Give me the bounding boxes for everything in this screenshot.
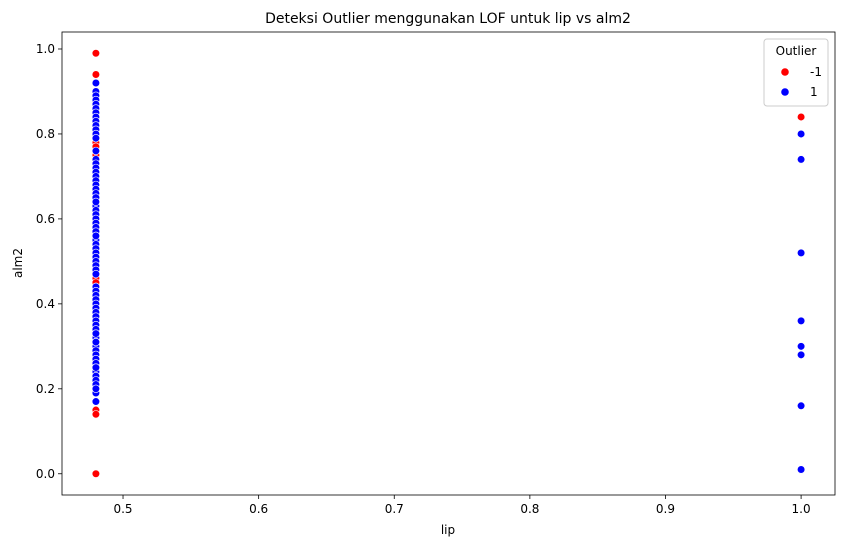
inlier-point	[796, 342, 806, 351]
legend-box	[763, 38, 829, 107]
chart-title: Deteksi Outlier menggunakan LOF untuk li…	[265, 11, 631, 27]
data-points	[91, 49, 806, 478]
inlier-point	[796, 248, 806, 257]
legend-marker-outlier	[781, 68, 789, 76]
inlier-point	[91, 78, 101, 88]
outlier-point	[91, 410, 101, 419]
inlier-point	[796, 316, 806, 325]
inlier-point	[796, 129, 806, 139]
y-tick-label: 0.2	[36, 382, 55, 396]
x-tick-label: 0.9	[656, 502, 675, 516]
inlier-point	[91, 384, 101, 393]
legend-marker-inlier	[781, 88, 789, 96]
x-axis-label: lip	[441, 523, 455, 537]
legend-title: Outlier	[776, 44, 817, 58]
y-tick-label: 1.0	[36, 42, 55, 56]
legend: Outlier -1 1	[763, 38, 829, 107]
inlier-point	[91, 270, 101, 279]
x-tick-label: 1.0	[792, 502, 811, 516]
inlier-point	[91, 134, 101, 143]
inlier-point	[91, 337, 101, 347]
x-tick-label: 0.7	[385, 502, 404, 516]
outlier-point	[91, 49, 101, 58]
y-tick-label: 0.8	[36, 127, 55, 141]
inlier-point	[796, 155, 806, 164]
x-axis-ticks: 0.5 0.6 0.7 0.8 0.9 1.0	[113, 495, 811, 516]
inlier-point	[796, 465, 806, 474]
inlier-point	[91, 231, 101, 240]
y-tick-label: 0.6	[36, 212, 55, 226]
legend-label-outlier: -1	[810, 65, 822, 79]
legend-label-inlier: 1	[810, 85, 818, 99]
plot-frame	[61, 31, 836, 496]
inlier-point	[796, 350, 806, 359]
inlier-point	[91, 146, 101, 156]
outlier-point	[91, 469, 101, 478]
inlier-point	[91, 329, 101, 338]
x-tick-label: 0.6	[249, 502, 268, 516]
y-axis-label: alm2	[11, 248, 25, 278]
outlier-point	[796, 112, 806, 122]
y-tick-label: 0.0	[36, 467, 55, 481]
inlier-point	[91, 397, 101, 406]
inlier-point	[91, 363, 101, 372]
outlier-point	[91, 70, 101, 79]
inlier-point	[796, 401, 806, 410]
y-axis-ticks: 0.0 0.2 0.4 0.6 0.8 1.0	[36, 42, 62, 481]
x-tick-label: 0.5	[113, 502, 132, 516]
x-tick-label: 0.8	[520, 502, 539, 516]
inlier-point	[91, 197, 101, 207]
y-tick-label: 0.4	[36, 297, 55, 311]
